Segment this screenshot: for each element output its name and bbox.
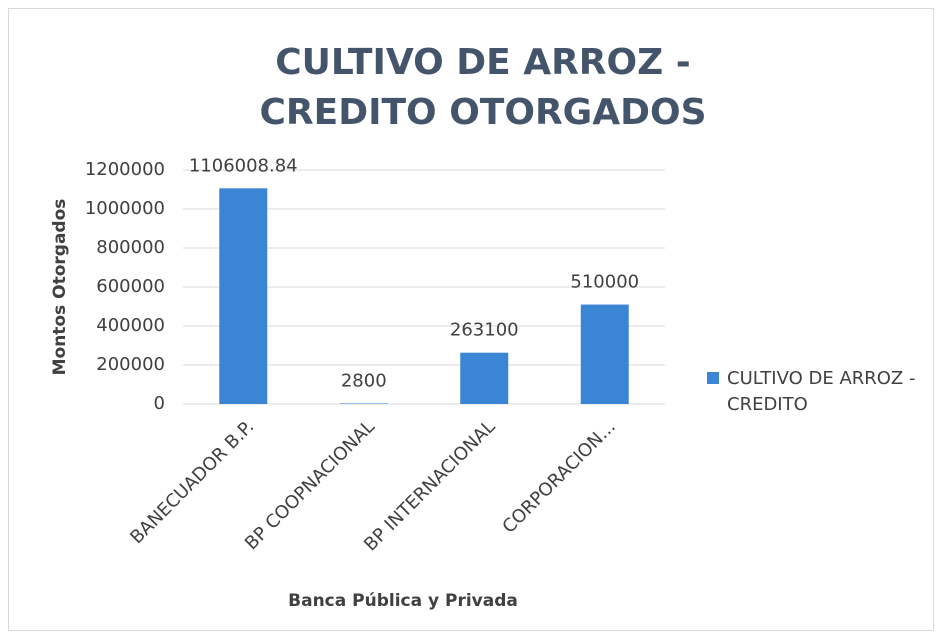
bar (339, 403, 388, 404)
data-label: 510000 (570, 272, 639, 293)
legend-label: CULTIVO DE ARROZ - CREDITO (727, 368, 916, 415)
x-tick-label: CORPORACION... (498, 416, 619, 537)
chart-title: CULTIVO DE ARROZ - CREDITO OTORGADOS (259, 42, 707, 133)
x-tick-label: BP COOPNACIONAL (241, 416, 379, 554)
bar (460, 352, 509, 404)
y-tick-label: 600000 (96, 276, 165, 297)
y-tick-label: 200000 (96, 354, 165, 375)
y-tick-label: 1200000 (85, 159, 165, 180)
y-axis-label: Montos Otorgados (50, 199, 70, 376)
data-label: 1106008.84 (189, 155, 298, 176)
y-tick-label: 400000 (96, 315, 165, 336)
y-tick-label: 0 (154, 393, 165, 414)
legend-swatch (707, 372, 719, 384)
chart-border (8, 8, 934, 631)
data-label: 2800 (341, 370, 387, 391)
x-tick-label: BP INTERNACIONAL (360, 416, 499, 555)
bar (219, 188, 268, 404)
x-tick-label: BANECUADOR B.P. (126, 416, 258, 548)
data-label: 263100 (450, 320, 519, 341)
y-tick-label: 1000000 (85, 198, 165, 219)
y-tick-label: 800000 (96, 237, 165, 258)
bar (580, 304, 629, 404)
x-axis-label: Banca Pública y Privada (288, 591, 518, 611)
